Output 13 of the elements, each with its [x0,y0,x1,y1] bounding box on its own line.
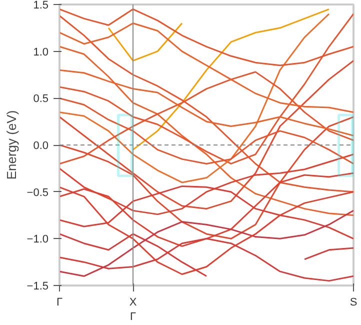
y-tick-label: −1.0 [26,234,49,246]
y-tick-label: 0.5 [33,93,49,106]
y-tick-label: −1.5 [26,280,49,292]
y-tick-label: −0.5 [26,186,49,199]
x-tick-label: Γ [56,296,63,308]
x-tick-label: X Γ [129,296,138,323]
y-axis-title: Energy (eV) [4,110,19,180]
line-series [132,8,330,150]
y-tick-label: 1.5 [33,0,49,12]
y-tick-label: 1.0 [33,46,49,58]
x-tick-label: S [350,296,358,308]
y-tick-label: 0.0 [33,140,49,152]
line-series [108,22,183,62]
